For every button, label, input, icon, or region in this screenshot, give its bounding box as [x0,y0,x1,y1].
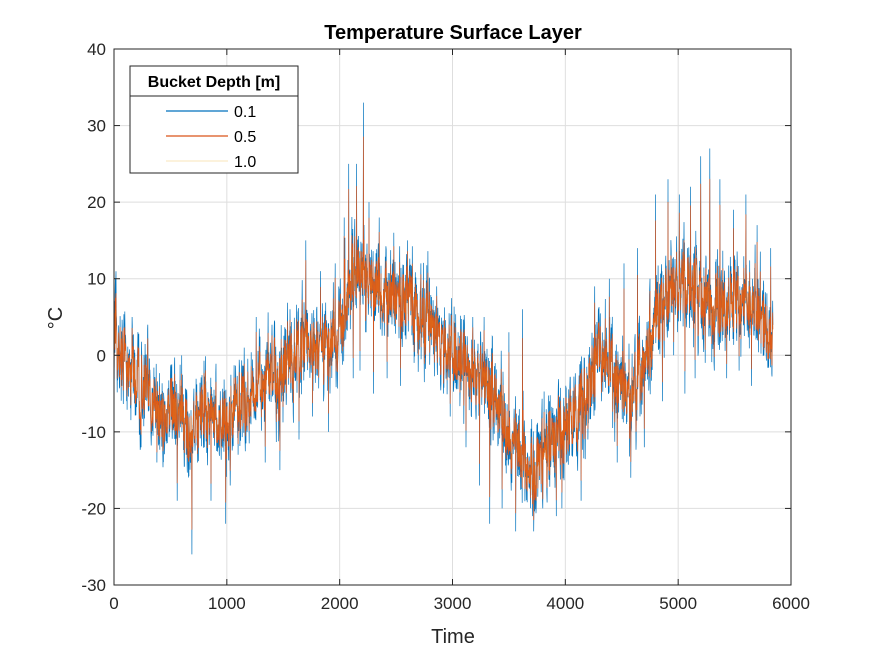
y-tick-label: -20 [81,499,106,518]
x-tick-label: 4000 [546,594,584,613]
legend-label: 1.0 [234,154,256,171]
legend-label: 0.5 [234,129,256,146]
x-tick-label: 2000 [321,594,359,613]
axis-ticks [113,48,792,586]
y-tick-label: -10 [81,423,106,442]
y-tick-label: -30 [81,576,106,595]
series-layer [113,102,774,555]
x-tick-label: 0 [109,594,118,613]
legend-items: 0.1 0.5 1.0 [166,104,256,171]
x-axis-title: Time [431,626,475,648]
legend-title: Bucket Depth [m] [148,74,280,91]
chart-title: Temperature Surface Layer [324,22,582,44]
legend: Bucket Depth [m] 0.1 0.5 1.0 [129,65,299,174]
y-tick-label: 40 [87,40,106,59]
series-line-0-5 [113,136,774,530]
y-tick-label: 20 [87,193,106,212]
y-tick-label: 30 [87,117,106,136]
x-tick-label: 3000 [434,594,472,613]
x-tick-label: 1000 [208,594,246,613]
y-axis-title: °C [45,307,67,329]
x-tick-label: 5000 [659,594,697,613]
x-tick-label: 6000 [772,594,810,613]
tick-labels: 0 1000 2000 3000 4000 5000 6000 -30 -20 -10 0 10 20 3… [81,40,809,613]
y-tick-label: 10 [87,270,106,289]
legend-box [129,65,299,174]
series-line-1-0 [113,247,774,497]
legend-label: 0.1 [234,104,256,121]
y-tick-label: 0 [97,346,106,365]
